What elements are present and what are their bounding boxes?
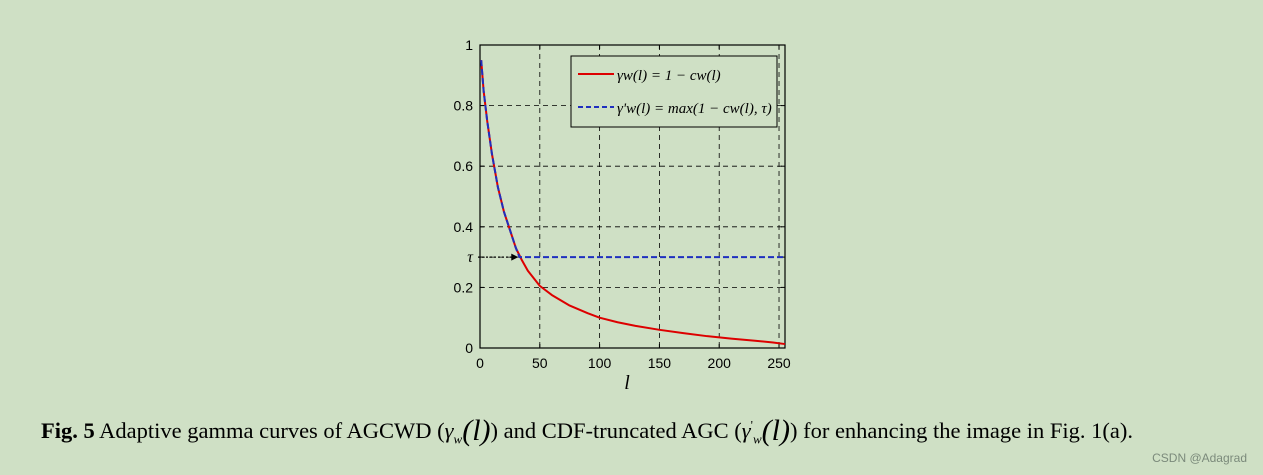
y-tick-label: 1	[465, 37, 473, 53]
x-tick-label: 0	[476, 355, 484, 371]
series-lines	[480, 60, 786, 346]
x-tick-label: 100	[588, 355, 612, 371]
legend-label-red: γw(l) = 1 − cw(l)	[617, 68, 721, 84]
watermark: CSDN @Adagrad	[1152, 451, 1247, 465]
caption-gamma-prime-symbol: γ	[741, 418, 751, 443]
caption-prime-mark: '	[750, 417, 753, 433]
caption-gamma-prime-subscript: w	[752, 431, 762, 447]
figure-caption: Fig. 5 Adaptive gamma curves of AGCWD (γ…	[41, 412, 1241, 448]
caption-gamma-argument: (l)	[462, 414, 491, 447]
y-tick-label: 0.6	[454, 158, 474, 174]
x-axis-label: l	[624, 372, 630, 394]
legend-label-blue: γ'w(l) = max(1 − cw(l), τ)	[617, 101, 772, 117]
x-tick-label: 250	[767, 355, 791, 371]
x-tick-label: 150	[648, 355, 672, 371]
x-tick-label: 200	[708, 355, 732, 371]
y-tick-label: 0.4	[454, 219, 474, 235]
tau-tick-label: τ	[467, 249, 474, 266]
legend: γw(l) = 1 − cw(l) γ'w(l) = max(1 − cw(l)…	[570, 55, 778, 128]
figure-number: Fig. 5	[41, 418, 95, 443]
caption-gamma-prime-argument: (l)	[761, 414, 790, 447]
caption-text-2: ) and CDF-truncated AGC (	[490, 418, 742, 443]
y-tick-label: 0.2	[454, 279, 474, 295]
plot-frame	[479, 44, 786, 349]
series-line-gamma-truncated	[480, 60, 785, 259]
figure-chart: 0 50 100 150 200 250 0 0.2 τ 0.4 0.6 0.8 1 l γw(l) =…	[454, 37, 791, 394]
y-tick-label: 0.8	[454, 98, 474, 114]
tau-arrow-marker	[478, 253, 519, 261]
legend-box	[570, 55, 778, 128]
caption-gamma-subscript: w	[453, 431, 463, 447]
caption-gamma-symbol: γ	[444, 418, 454, 443]
y-tick-label: 0	[465, 340, 473, 356]
caption-text-1: Adaptive gamma curves of AGCWD (	[94, 418, 445, 443]
caption-text-3: ) for enhancing the image in Fig. 1(a).	[789, 418, 1133, 443]
x-tick-label: 50	[532, 355, 548, 371]
axis-ticks: 0 50 100 150 200 250 0 0.2 τ 0.4 0.6 0.8 1	[454, 37, 791, 371]
tau-arrow-head	[511, 253, 519, 261]
